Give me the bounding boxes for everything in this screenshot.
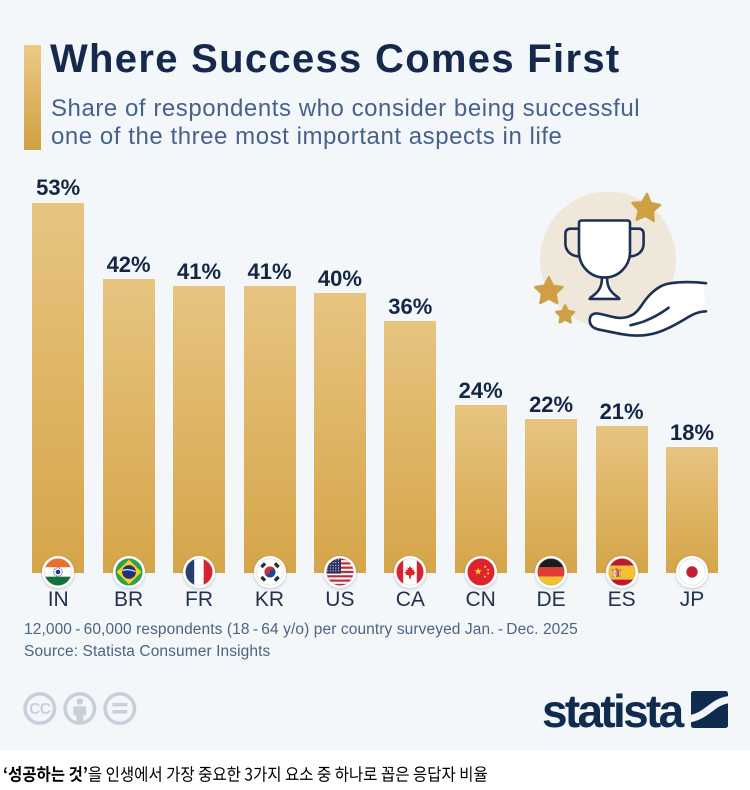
svg-text:CC: CC (29, 701, 51, 718)
